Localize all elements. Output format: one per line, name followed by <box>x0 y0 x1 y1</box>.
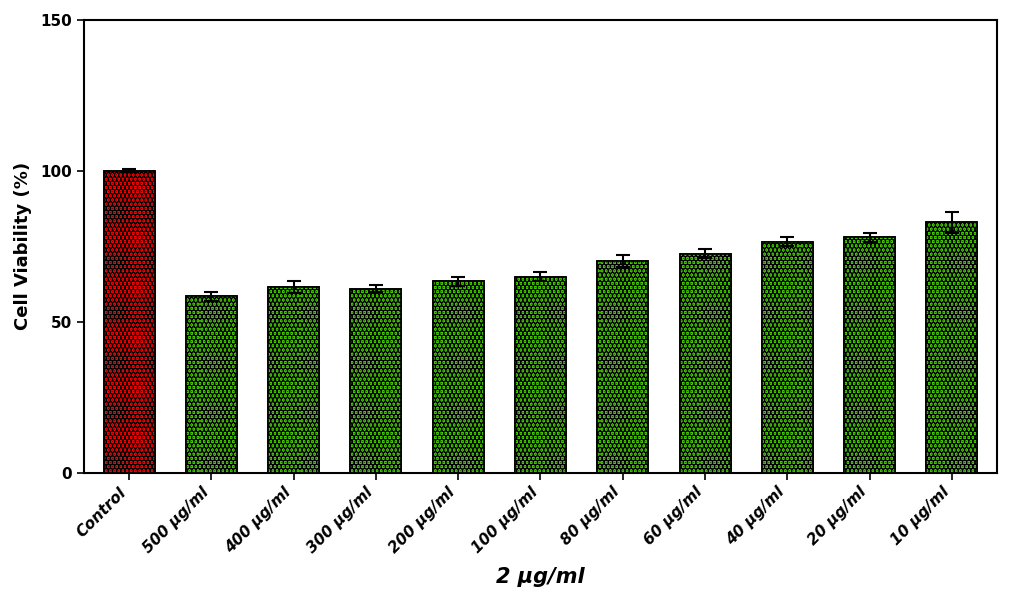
Bar <box>351 288 401 473</box>
Bar <box>598 261 648 473</box>
Bar <box>433 281 483 473</box>
Y-axis label: Cell Viability (%): Cell Viability (%) <box>14 162 32 331</box>
Bar <box>433 281 483 473</box>
Bar <box>844 237 895 473</box>
X-axis label: 2 μg/ml: 2 μg/ml <box>496 567 584 587</box>
Bar <box>186 296 237 473</box>
Bar <box>679 254 731 473</box>
Bar <box>186 296 237 473</box>
Bar <box>351 288 401 473</box>
Bar <box>515 276 566 473</box>
Bar <box>268 287 319 473</box>
Bar <box>761 242 813 473</box>
Bar <box>679 254 731 473</box>
Bar <box>844 237 895 473</box>
Bar <box>761 242 813 473</box>
Bar <box>103 171 155 473</box>
Bar <box>926 222 978 473</box>
Bar <box>598 261 648 473</box>
Bar <box>103 171 155 473</box>
Bar <box>926 222 978 473</box>
Bar <box>515 276 566 473</box>
Bar <box>268 287 319 473</box>
